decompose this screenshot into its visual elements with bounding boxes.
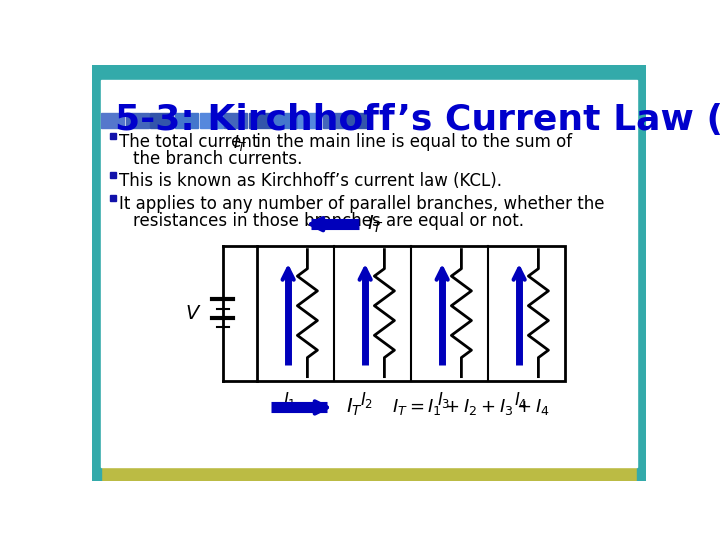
Bar (126, 112, 149, 128)
Bar (637, 65, 647, 481)
Text: This is known as Kirchhoff’s current law (KCL).: This is known as Kirchhoff’s current law… (119, 172, 502, 190)
Bar (199, 112, 222, 128)
Text: The total current: The total current (119, 133, 264, 151)
Text: resistances in those branches are equal or not.: resistances in those branches are equal … (132, 212, 523, 230)
Text: $I_3$: $I_3$ (437, 390, 451, 410)
Bar (92, 467, 647, 481)
Text: $I_T = I_1 + I_2 + I_3 + I_4$: $I_T = I_1 + I_2 + I_3 + I_4$ (392, 397, 550, 417)
Text: It applies to any number of parallel branches, whether the: It applies to any number of parallel bra… (119, 195, 604, 213)
Bar (109, 133, 116, 139)
Bar (249, 112, 272, 128)
Bar (323, 112, 346, 128)
Bar (101, 112, 124, 128)
Text: $I_2$: $I_2$ (360, 390, 373, 410)
Text: $I_4$: $I_4$ (514, 390, 528, 410)
Text: in the main line is equal to the sum of: in the main line is equal to the sum of (251, 133, 572, 151)
Text: $I_1$: $I_1$ (283, 390, 297, 410)
Bar (109, 195, 116, 201)
Bar (109, 172, 116, 178)
Bar (150, 112, 174, 128)
Bar (274, 112, 297, 128)
Text: $I_T$: $I_T$ (346, 397, 363, 418)
Bar (348, 112, 371, 128)
Text: 5-3: Kirchhoff’s Current Law (KCL): 5-3: Kirchhoff’s Current Law (KCL) (115, 103, 720, 137)
Bar (175, 112, 198, 128)
Bar (298, 112, 321, 128)
Text: the branch currents.: the branch currents. (132, 150, 302, 168)
Text: $I_T$: $I_T$ (233, 133, 248, 153)
Text: $V$: $V$ (185, 303, 202, 322)
Bar (257, 246, 565, 381)
Bar (92, 65, 647, 80)
Bar (92, 65, 101, 481)
Bar (224, 112, 248, 128)
Text: $I_T$: $I_T$ (366, 213, 384, 235)
